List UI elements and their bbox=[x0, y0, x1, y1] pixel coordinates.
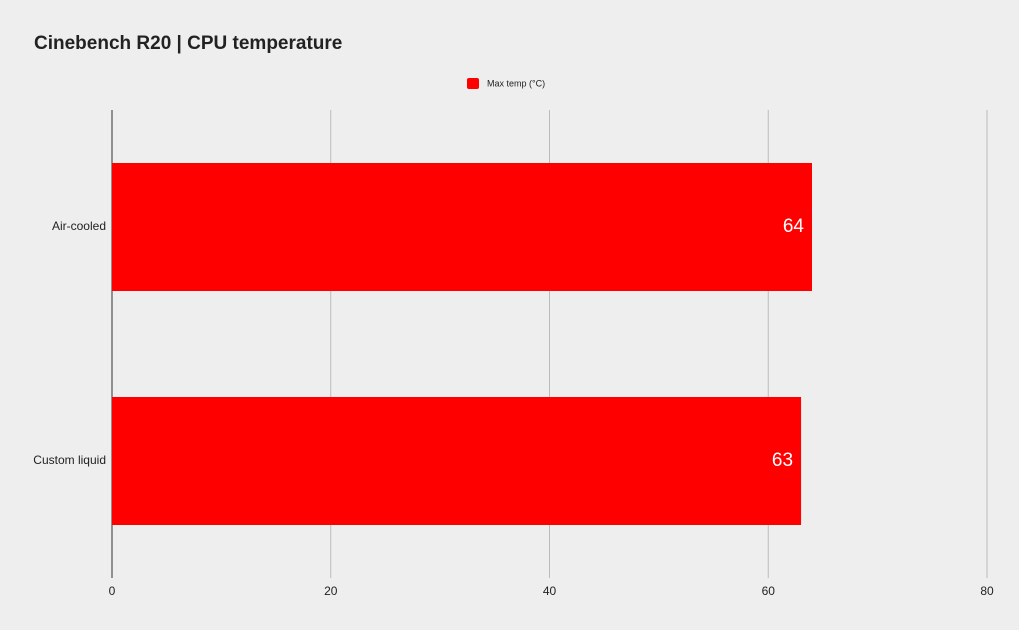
x-tick-label: 0 bbox=[109, 584, 116, 598]
bar bbox=[112, 163, 812, 291]
value-label: 63 bbox=[772, 450, 793, 471]
x-tick-label: 80 bbox=[980, 584, 994, 598]
x-tick-label: 40 bbox=[543, 584, 557, 598]
bar bbox=[112, 397, 802, 525]
legend-swatch bbox=[467, 78, 479, 89]
y-tick-label: Air-cooled bbox=[52, 219, 106, 233]
x-tick-label: 60 bbox=[762, 584, 776, 598]
y-tick-label: Custom liquid bbox=[33, 453, 106, 467]
value-label: 64 bbox=[783, 216, 805, 237]
legend-label: Max temp (°C) bbox=[487, 78, 545, 88]
x-tick-label: 20 bbox=[324, 584, 338, 598]
chart-title: Cinebench R20 | CPU temperature bbox=[34, 33, 342, 54]
